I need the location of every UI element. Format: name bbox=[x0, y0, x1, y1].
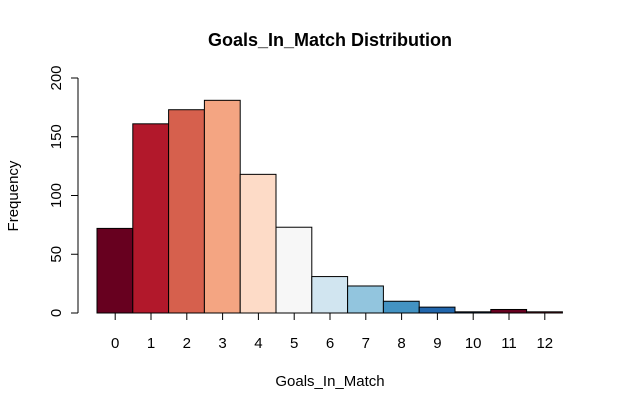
x-tick-label: 1 bbox=[147, 335, 155, 352]
bar-1 bbox=[132, 123, 170, 314]
y-axis-label: Frequency bbox=[5, 160, 22, 231]
bar-3 bbox=[203, 99, 241, 314]
x-tick-label: 4 bbox=[254, 335, 262, 352]
x-tick-label: 5 bbox=[290, 335, 298, 352]
bar-11 bbox=[490, 308, 528, 314]
bar-6 bbox=[311, 276, 349, 314]
x-tick-label: 12 bbox=[536, 335, 553, 352]
x-tick-label: 9 bbox=[433, 335, 441, 352]
y-tick-label: 150 bbox=[48, 124, 65, 149]
bar-8 bbox=[382, 300, 420, 314]
x-tick-label: 6 bbox=[326, 335, 334, 352]
y-tick-label: 0 bbox=[48, 309, 65, 317]
x-tick-label: 3 bbox=[218, 335, 226, 352]
bar-2 bbox=[168, 109, 205, 314]
bar-4 bbox=[239, 173, 277, 314]
y-tick-label: 100 bbox=[48, 183, 65, 208]
chart-title: Goals_In_Match Distribution bbox=[208, 30, 452, 50]
x-tick-label: 8 bbox=[397, 335, 405, 352]
x-tick-label: 0 bbox=[111, 335, 119, 352]
bar-0 bbox=[96, 227, 134, 314]
bar-7 bbox=[347, 285, 384, 314]
x-tick-label: 11 bbox=[501, 335, 517, 352]
y-axis: 0 50 100 150 200 bbox=[48, 65, 79, 317]
x-axis-label: Goals_In_Match bbox=[275, 373, 384, 390]
x-tick-label: 10 bbox=[465, 335, 482, 352]
bar-9 bbox=[418, 306, 456, 314]
bar-5 bbox=[275, 226, 313, 314]
x-tick-label: 7 bbox=[362, 335, 370, 352]
y-tick-label: 50 bbox=[48, 246, 65, 263]
bars-group bbox=[96, 99, 563, 314]
x-axis: 0 1 2 3 4 5 6 7 8 9 10 11 12 bbox=[111, 312, 553, 352]
x-tick-label: 2 bbox=[183, 335, 191, 352]
y-tick-label: 200 bbox=[48, 65, 65, 90]
